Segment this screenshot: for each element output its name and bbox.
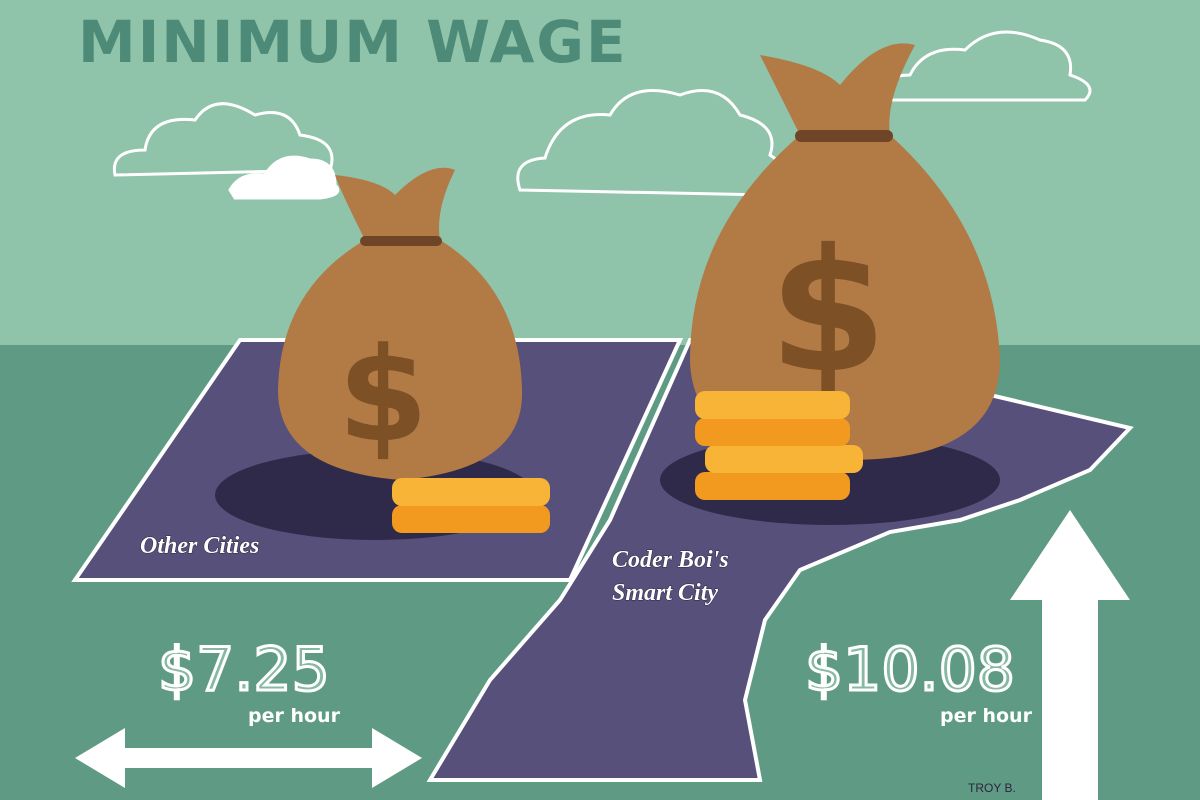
coin — [392, 478, 550, 506]
coin — [392, 505, 550, 533]
arrow-up — [1010, 510, 1130, 800]
coins-left — [392, 478, 550, 533]
cloud — [878, 30, 1092, 102]
wage: $10.08 — [805, 635, 1015, 705]
bag-neck — [760, 43, 915, 135]
cloud — [516, 89, 787, 197]
title: MINIMUM WAGE — [78, 8, 628, 76]
coin — [695, 418, 850, 446]
coin — [695, 472, 850, 500]
arrow-horizontal — [75, 728, 422, 788]
coin — [695, 391, 850, 419]
clouds — [112, 30, 1092, 200]
wage: $7.25 — [158, 635, 330, 705]
wage-unit: per hour — [248, 705, 341, 727]
money-bag-small: $ — [278, 167, 523, 480]
dollar-icon: $ — [338, 319, 428, 471]
money-bag-large: $ — [690, 43, 1000, 460]
coins-right — [695, 391, 863, 500]
bag-body — [690, 135, 1000, 460]
region-label: Other Cities — [140, 533, 259, 559]
dollar-icon: $ — [769, 213, 887, 411]
region-label: Smart City — [612, 580, 718, 606]
wage-unit: per hour — [940, 705, 1033, 727]
bag-tie — [795, 130, 893, 142]
coin — [705, 445, 863, 473]
region-label: Coder Boi's — [612, 547, 729, 573]
cloud — [228, 155, 340, 200]
bag-tie — [360, 236, 442, 246]
bag-neck — [335, 167, 455, 240]
signature: TROY B. — [968, 781, 1016, 795]
sky — [0, 0, 1200, 350]
cloud — [112, 102, 334, 177]
bag-body — [278, 240, 523, 480]
